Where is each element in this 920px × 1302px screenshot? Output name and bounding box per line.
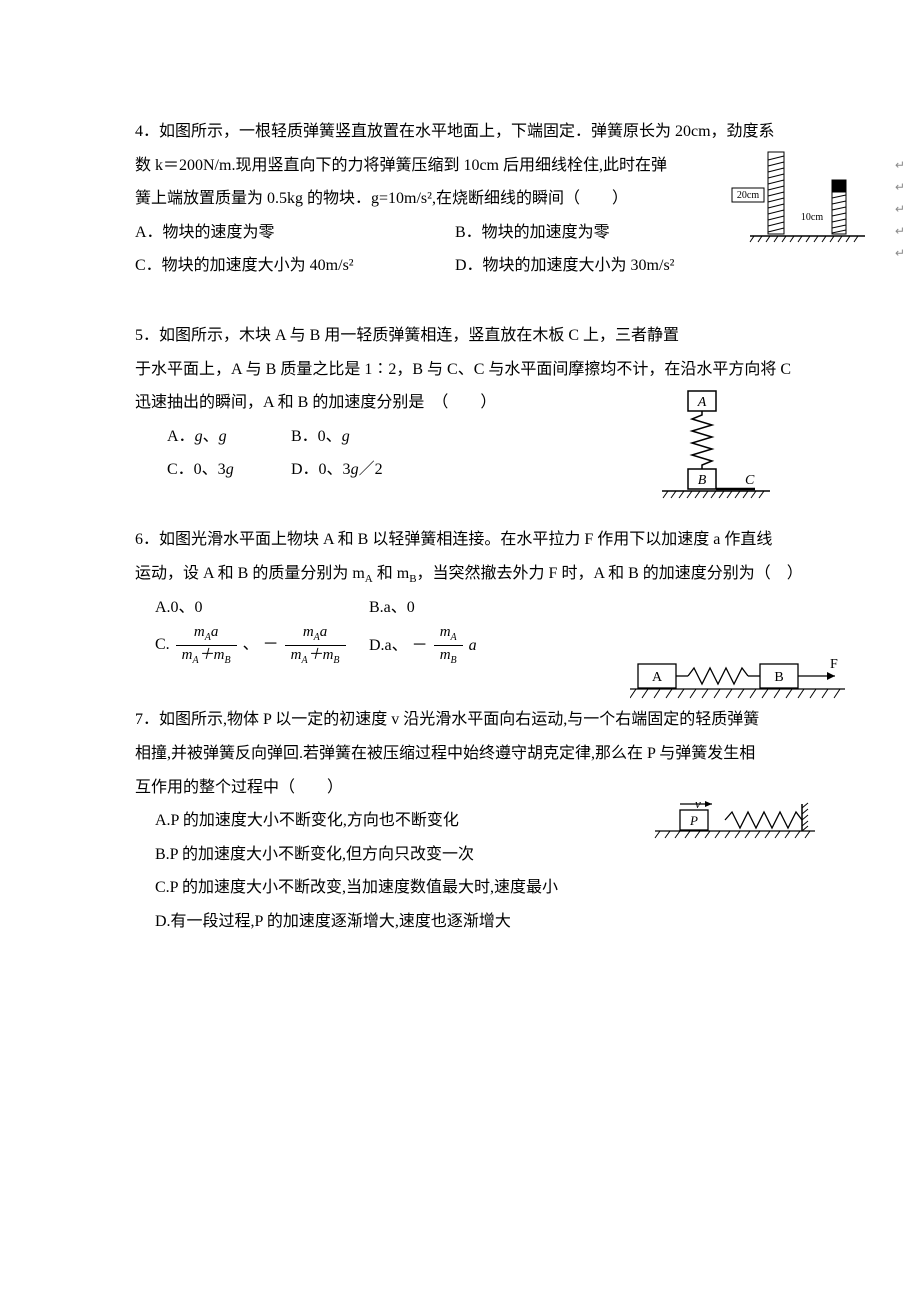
question-5: 5．如图所示，木块 A 与 B 用一轻质弹簧相连，竖直放在木板 C 上，三者静置… (135, 319, 860, 487)
minus-icon: － (263, 637, 279, 654)
q5-stem-line1: 5．如图所示，木块 A 与 B 用一轻质弹簧相连，竖直放在木板 C 上，三者静置 (135, 319, 860, 353)
q6-labelB: B (774, 670, 783, 685)
q5-optA: A．g、g (167, 420, 287, 454)
q6-optD-prefix: D.a、 (369, 637, 408, 654)
q6-optC: C. mAa mA＋mB 、 － mAa mA＋mB (155, 624, 365, 667)
q4-stem-line1: 4．如图所示，一根轻质弹簧竖直放置在水平地面上，下端固定．弹簧原长为 20cm，… (135, 115, 860, 149)
q6-optD: D.a、 － mA mB a (369, 637, 477, 654)
q4-optB: B．物块的加速度为零 (455, 216, 775, 250)
fraction-icon: mAa mA＋mB (285, 624, 346, 667)
q7-optD: D.有一段过程,P 的加速度逐渐增大,速度也逐渐增大 (135, 905, 860, 939)
q4-figure: 20cm 10cm (730, 150, 870, 263)
q6-labelF: F (830, 658, 838, 672)
fraction-icon: mAa mA＋mB (176, 624, 237, 667)
q4-label-20cm: 20cm (737, 190, 759, 201)
q7-labelP: P (689, 813, 698, 828)
minus-icon: － (412, 637, 428, 654)
q5-figure: A B C (660, 389, 780, 517)
q6-optC-sep: 、 (243, 637, 259, 654)
q5-optD: D．0、3g／2 (291, 461, 383, 478)
q7-optC: C.P 的加速度大小不断改变,当加速度数值最大时,速度最小 (135, 871, 860, 905)
question-7: 7．如图所示,物体 P 以一定的初速度 v 沿光滑水平面向右运动,与一个右端固定… (135, 703, 860, 938)
q4-label-10cm: 10cm (801, 212, 823, 223)
q6-stem-line1: 6．如图光滑水平面上物块 A 和 B 以轻弹簧相连接。在水平拉力 F 作用下以加… (135, 523, 860, 557)
q5-labelC: C (745, 473, 755, 488)
exam-page: 4．如图所示，一根轻质弹簧竖直放置在水平地面上，下端固定．弹簧原长为 20cm，… (0, 0, 920, 1302)
q6-optB: B.a、0 (369, 599, 415, 616)
para-marker-icon: ↵ (895, 241, 905, 266)
q6-optC-prefix: C. (155, 637, 170, 654)
q5-optB: B．0、g (291, 428, 350, 445)
q5-stem-line2: 于水平面上，A 与 B 质量之比是 1∶2，B 与 C、C 与水平面间摩擦均不计… (135, 353, 860, 387)
q6-optA: A.0、0 (155, 591, 365, 625)
q4-optA: A．物块的速度为零 (135, 216, 455, 250)
q7-figure: v P (650, 798, 830, 861)
q5-labelB: B (698, 473, 707, 488)
q7-stem-line2: 相撞,并被弹簧反向弹回.若弹簧在被压缩过程中始终遵守胡克定律,那么在 P 与弹簧… (135, 737, 860, 771)
q6-stem-line2: 运动，设 A 和 B 的质量分别为 mA 和 mB，当突然撤去外力 F 时，A … (135, 557, 860, 591)
q5-optC: C．0、3g (167, 453, 287, 487)
q5-labelA: A (697, 395, 707, 410)
fraction-icon: mA mB (434, 624, 463, 667)
q6-labelA: A (652, 670, 663, 685)
q4-optC: C．物块的加速度大小为 40m/s² (135, 249, 455, 283)
question-4: 4．如图所示，一根轻质弹簧竖直放置在水平地面上，下端固定．弹簧原长为 20cm，… (135, 115, 860, 283)
q4-optD: D．物块的加速度大小为 30m/s² (455, 249, 775, 283)
q7-stem-line1: 7．如图所示,物体 P 以一定的初速度 v 沿光滑水平面向右运动,与一个右端固定… (135, 703, 860, 737)
question-6: 6．如图光滑水平面上物块 A 和 B 以轻弹簧相连接。在水平拉力 F 作用下以加… (135, 523, 860, 667)
q6-options-row1: A.0、0 B.a、0 (135, 591, 860, 625)
